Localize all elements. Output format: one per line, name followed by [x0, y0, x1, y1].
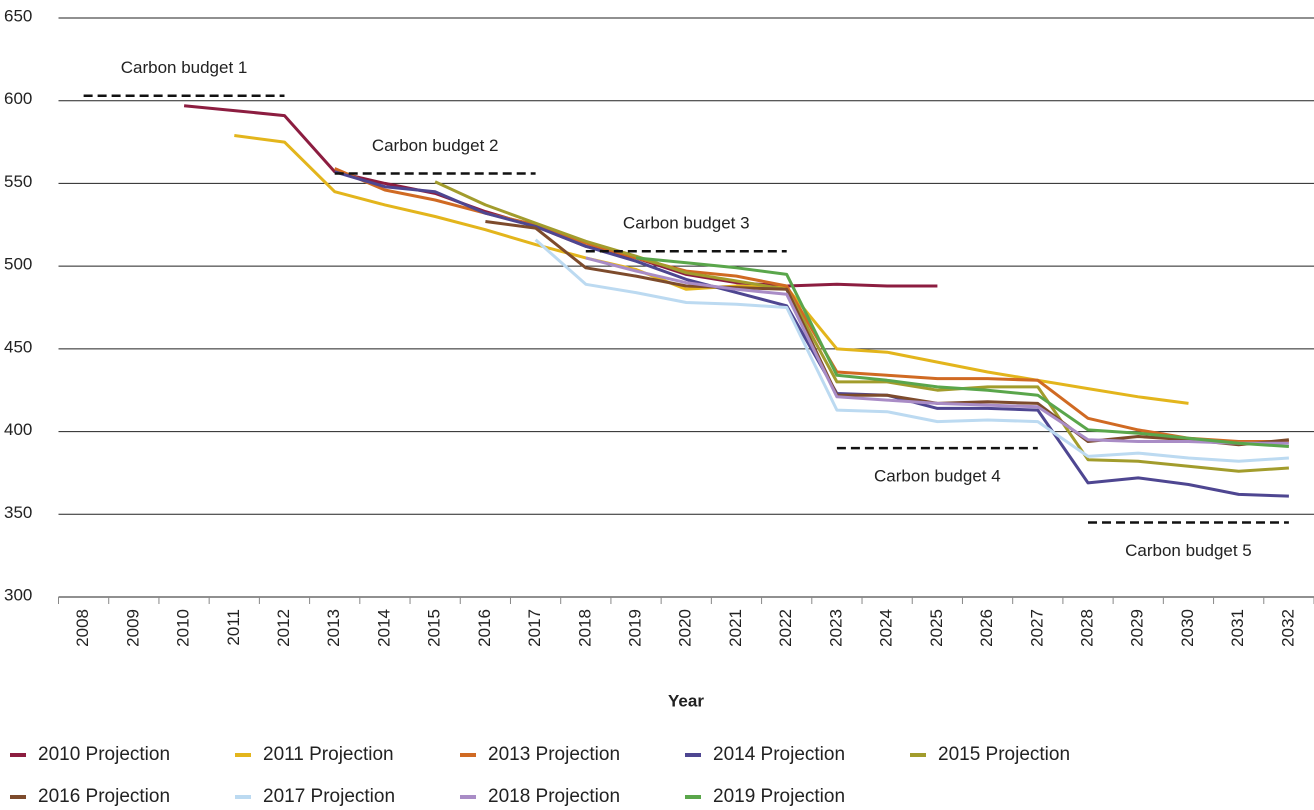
x-tick-label: 2020 [676, 609, 695, 647]
legend-label: 2017 Projection [263, 786, 395, 807]
series-line [585, 256, 1289, 445]
x-tick-label: 2022 [776, 609, 795, 647]
x-tick-label: 2014 [374, 609, 393, 647]
x-tick-label: 2018 [575, 609, 594, 647]
x-tick-label: 2008 [73, 609, 92, 647]
x-tick-label: 2023 [826, 609, 845, 647]
legend-label: 2010 Projection [38, 744, 170, 765]
x-tick-label: 2019 [626, 609, 645, 647]
x-tick-label: 2028 [1077, 609, 1096, 647]
x-tick-label: 2016 [475, 609, 494, 647]
series-line [485, 220, 1290, 447]
x-tick-label: 2026 [977, 609, 996, 647]
x-tick-label: 2009 [123, 609, 142, 647]
series-line [334, 170, 1289, 498]
x-tick-label: 2017 [525, 609, 544, 647]
x-tick-label: 2031 [1228, 609, 1247, 647]
legend-label: 2015 Projection [938, 744, 1070, 765]
series-line [635, 256, 1289, 448]
x-tick-label: 2024 [877, 609, 896, 647]
x-tick-label: 2012 [274, 609, 293, 647]
budget-label: Carbon budget 5 [1125, 541, 1252, 560]
budget-label: Carbon budget 3 [623, 214, 750, 233]
x-tick-label: 2029 [1128, 609, 1147, 647]
budget-label: Carbon budget 4 [874, 467, 1001, 486]
legend-label: 2019 Projection [713, 786, 845, 807]
x-tick-label: 2021 [726, 609, 745, 647]
x-tick-label: 2011 [224, 609, 243, 646]
x-tick-label: 2032 [1278, 609, 1297, 647]
y-tick-label: 650 [4, 6, 32, 25]
legend-label: 2013 Projection [488, 744, 620, 765]
x-axis-label: Year [668, 691, 704, 710]
x-tick-label: 2027 [1027, 609, 1046, 647]
x-tick-label: 2013 [324, 609, 343, 647]
y-tick-label: 500 [4, 255, 32, 274]
x-tick-label: 2010 [174, 609, 193, 647]
series-line [434, 180, 1289, 473]
legend-label: 2016 Projection [38, 786, 170, 807]
y-tick-label: 350 [4, 503, 32, 522]
y-tick-label: 600 [4, 89, 32, 108]
legend-label: 2018 Projection [488, 786, 620, 807]
budget-label: Carbon budget 1 [121, 58, 248, 77]
budget-label: Carbon budget 2 [372, 136, 499, 155]
x-tick-label: 2030 [1178, 609, 1197, 647]
series-line [183, 104, 938, 288]
y-tick-label: 550 [4, 172, 32, 191]
y-tick-label: 450 [4, 337, 32, 356]
series-line [534, 238, 1289, 463]
legend-label: 2014 Projection [713, 744, 845, 765]
x-tick-label: 2025 [927, 609, 946, 647]
y-tick-label: 400 [4, 420, 32, 439]
y-tick-label: 300 [4, 585, 32, 604]
x-tick-label: 2015 [425, 609, 444, 647]
legend-label: 2011 Projection [263, 744, 394, 765]
series-line [234, 134, 1189, 405]
